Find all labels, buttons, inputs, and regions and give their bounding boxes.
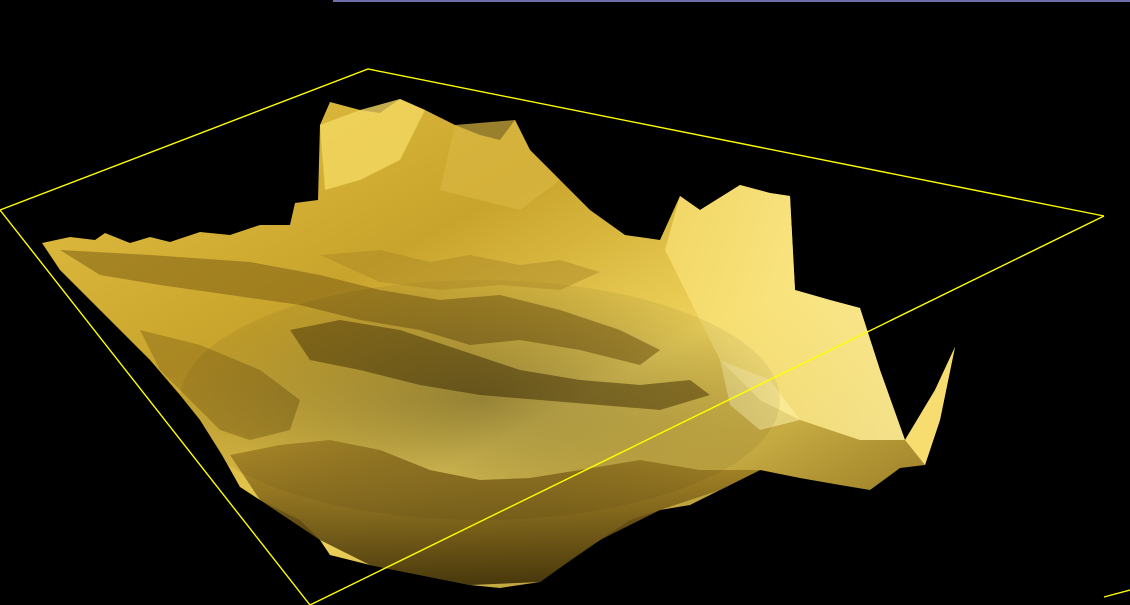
bounding-box (0, 68, 1130, 605)
bounding-box-front-edge (309, 215, 1105, 605)
window-top-edge (333, 0, 1130, 2)
bounding-box-corner-edge (1103, 589, 1130, 598)
terrain-surface (42, 99, 955, 588)
bounding-box-left-edge (0, 209, 311, 605)
bounding-box-back-edge (0, 68, 1105, 217)
